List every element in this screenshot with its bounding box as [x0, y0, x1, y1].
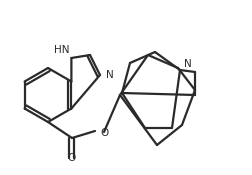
- Text: N: N: [183, 59, 191, 69]
- Text: HN: HN: [54, 45, 69, 55]
- Text: O: O: [100, 128, 108, 138]
- Text: O: O: [68, 153, 76, 163]
- Text: N: N: [106, 70, 113, 80]
